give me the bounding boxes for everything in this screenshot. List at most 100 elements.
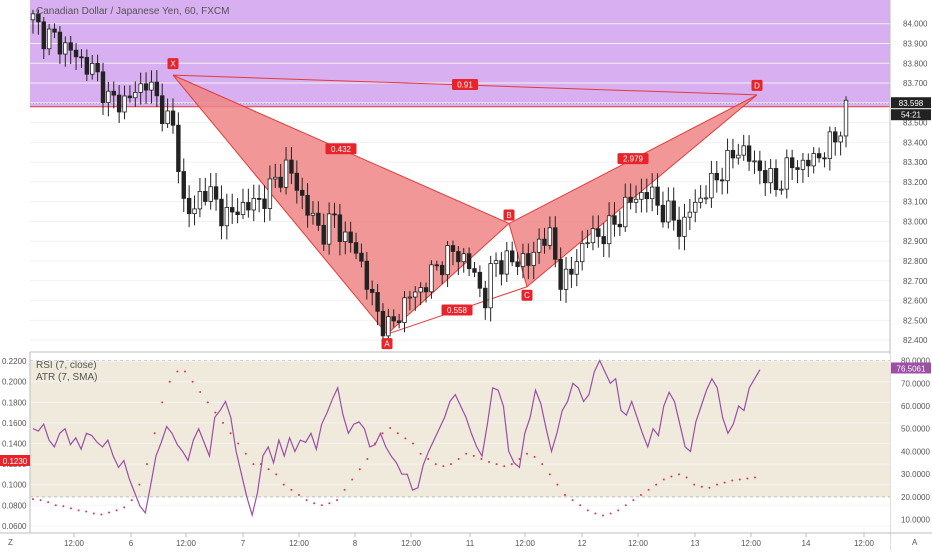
atr-axis[interactable]: [0, 352, 30, 533]
candle-body: [391, 316, 396, 322]
candle-body: [337, 214, 343, 242]
atr-dot: [746, 477, 749, 480]
rsi-tick-label: 20.0000: [901, 493, 930, 502]
atr-legend: ATR (7, SMA): [36, 372, 97, 383]
atr-tick-label: 0.0800: [2, 501, 27, 510]
candle-body: [176, 124, 181, 172]
candle-body: [332, 213, 337, 216]
atr-dot: [320, 504, 323, 507]
candle-body: [230, 207, 235, 213]
time-tick-label: 12: [578, 539, 587, 548]
candle-body: [483, 287, 488, 309]
price-axis[interactable]: [890, 0, 932, 350]
time-axis[interactable]: [30, 534, 890, 550]
atr-dot: [214, 411, 217, 414]
candle-body: [353, 242, 359, 254]
atr-tick-label: 0.2000: [2, 378, 27, 387]
rsi-tick-label: 10.0000: [901, 516, 930, 525]
candle-body: [461, 253, 466, 263]
atr-dot: [176, 370, 179, 373]
atr-dot: [518, 457, 521, 460]
candle-body: [278, 176, 283, 188]
atr-dot: [419, 452, 422, 455]
last-price-tag: 83.598 54:21: [891, 97, 931, 121]
atr-dot: [495, 463, 498, 466]
atr-dot: [146, 463, 148, 466]
candle-body: [68, 42, 73, 51]
candle-body: [396, 320, 402, 324]
atr-dot: [336, 499, 338, 502]
atr-axis-ticks: 0.22000.20000.18000.16000.14000.12000.10…: [2, 357, 27, 531]
candle-body: [493, 260, 499, 265]
atr-dot: [62, 505, 65, 508]
candle-body: [822, 157, 827, 160]
candle-body: [294, 172, 300, 191]
candle-body: [671, 200, 676, 221]
candle-body: [305, 194, 310, 216]
atr-dot: [252, 463, 255, 466]
candle-body: [283, 159, 289, 188]
atr-dot: [282, 483, 285, 486]
pattern-ratio-label-bg: [441, 304, 473, 316]
pattern-point-x-bg: [167, 58, 179, 70]
candle-body: [795, 167, 800, 170]
atr-dot: [381, 432, 384, 435]
candle-body: [504, 250, 510, 275]
candle-body: [649, 186, 655, 200]
candle-body: [149, 81, 154, 91]
atr-dot: [670, 475, 673, 478]
candle-body: [57, 31, 63, 55]
price-tick-label: 83.300: [903, 158, 928, 167]
atr-dot: [685, 476, 688, 479]
candle-body: [256, 198, 262, 200]
auto-scale-corner[interactable]: A: [912, 538, 918, 547]
candle-body: [95, 62, 100, 73]
time-tick-label: 6: [129, 539, 134, 548]
atr-dot: [442, 465, 445, 468]
atr-dot: [647, 488, 650, 491]
candle-body: [827, 131, 833, 159]
last-price-tag-bg: [891, 97, 931, 109]
price-tick-label: 82.900: [903, 237, 928, 246]
candle-body: [321, 224, 326, 245]
atr-dot: [161, 401, 164, 404]
atr-dot: [229, 432, 232, 435]
candle-body: [30, 13, 36, 21]
candle-body: [784, 157, 789, 190]
atr-dot: [533, 455, 536, 458]
candle-body: [41, 21, 46, 50]
atr-dot: [313, 502, 316, 505]
candle-body: [779, 188, 784, 191]
candle-body: [380, 310, 386, 337]
candle-body: [402, 297, 407, 324]
atr-dot: [260, 463, 262, 466]
atr-dot: [108, 511, 110, 514]
candle-body: [407, 296, 413, 299]
candle-body: [499, 260, 504, 275]
atr-dot: [275, 473, 278, 476]
time-tick-label: 7: [241, 539, 246, 548]
rsi-tick-label: 60.0000: [901, 402, 930, 411]
candle-body: [160, 95, 165, 125]
atr-dot: [153, 432, 156, 435]
atr-dot: [47, 501, 50, 504]
candle-body: [574, 261, 579, 275]
price-tick-label: 83.200: [903, 178, 928, 187]
pattern-ratio-label: 0.91: [457, 81, 473, 90]
candle-body: [655, 186, 660, 206]
candle-body: [612, 215, 617, 225]
atr-dot: [480, 457, 483, 460]
atr-dot: [351, 478, 354, 481]
pattern-point-b-bg: [503, 209, 515, 221]
atr-dot: [298, 493, 300, 496]
price-tick-label: 83.400: [903, 138, 928, 147]
time-axis-ticks: 12:00 6 12:00 7 12:00 8 12:00 11 12:00 12 12:00 13 1…: [64, 533, 875, 548]
candle-body: [133, 92, 138, 99]
time-tick-label: 12:00: [401, 539, 422, 548]
atr-dots: [32, 370, 756, 517]
candle-body: [326, 213, 332, 245]
timezone-corner[interactable]: Z: [8, 538, 13, 547]
atr-dot: [138, 483, 141, 486]
candle-body: [364, 260, 370, 290]
